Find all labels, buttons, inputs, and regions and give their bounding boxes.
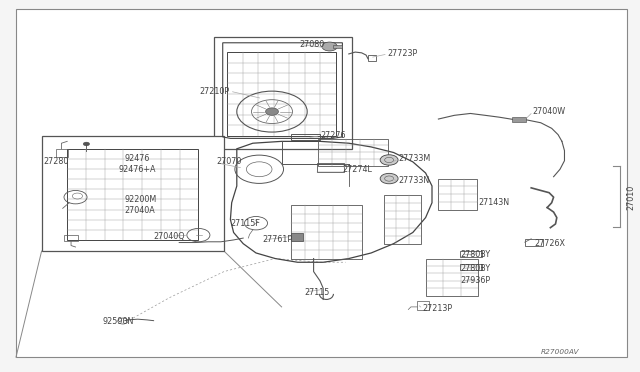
Text: 27936P: 27936P — [461, 276, 491, 285]
Bar — [56, 149, 68, 157]
Text: 27210P: 27210P — [200, 87, 230, 96]
Bar — [214, 37, 352, 149]
Bar — [42, 136, 224, 251]
Text: 92590N: 92590N — [102, 317, 134, 326]
Bar — [438, 179, 477, 210]
Bar — [64, 235, 78, 241]
Circle shape — [83, 142, 90, 146]
Text: 27040A: 27040A — [125, 206, 156, 215]
Bar — [525, 239, 543, 246]
Bar — [460, 251, 482, 257]
Text: 92476: 92476 — [125, 154, 150, 163]
Text: 27070: 27070 — [216, 157, 242, 166]
Bar — [512, 117, 526, 122]
Text: 27115F: 27115F — [230, 219, 260, 228]
Text: 27010: 27010 — [626, 185, 635, 210]
Bar — [426, 259, 478, 296]
Bar — [460, 264, 482, 270]
Bar — [417, 301, 429, 310]
Bar — [384, 195, 421, 244]
Text: 27280: 27280 — [44, 157, 69, 166]
Bar — [333, 45, 342, 48]
Text: 2780BY: 2780BY — [461, 264, 491, 273]
Text: 27115: 27115 — [304, 288, 330, 296]
Bar — [67, 149, 198, 240]
Text: R27000AV: R27000AV — [541, 349, 579, 355]
Circle shape — [266, 108, 278, 115]
Bar — [368, 55, 376, 61]
Bar — [291, 134, 320, 140]
Text: 27080: 27080 — [300, 40, 324, 49]
Text: 27274L: 27274L — [342, 165, 372, 174]
Text: 27733M: 27733M — [398, 154, 430, 163]
Bar — [317, 163, 344, 172]
Text: 27213P: 27213P — [422, 304, 452, 313]
Text: 92476+A: 92476+A — [118, 165, 156, 174]
Bar — [318, 139, 388, 166]
Text: 27761P: 27761P — [262, 235, 292, 244]
Text: 27040W: 27040W — [532, 107, 566, 116]
Text: 27723P: 27723P — [387, 49, 417, 58]
Bar — [227, 52, 336, 136]
Text: 27143N: 27143N — [479, 198, 510, 207]
Circle shape — [380, 155, 398, 165]
Text: 27040Q: 27040Q — [154, 232, 185, 241]
Bar — [291, 205, 362, 259]
Circle shape — [322, 42, 337, 51]
Text: 27276: 27276 — [320, 131, 346, 140]
Text: 27726X: 27726X — [534, 239, 565, 248]
Text: 2780BY: 2780BY — [461, 250, 491, 259]
Text: 92200M: 92200M — [125, 195, 157, 203]
Text: 27733N: 27733N — [398, 176, 429, 185]
Circle shape — [380, 173, 398, 184]
Bar — [291, 232, 303, 241]
